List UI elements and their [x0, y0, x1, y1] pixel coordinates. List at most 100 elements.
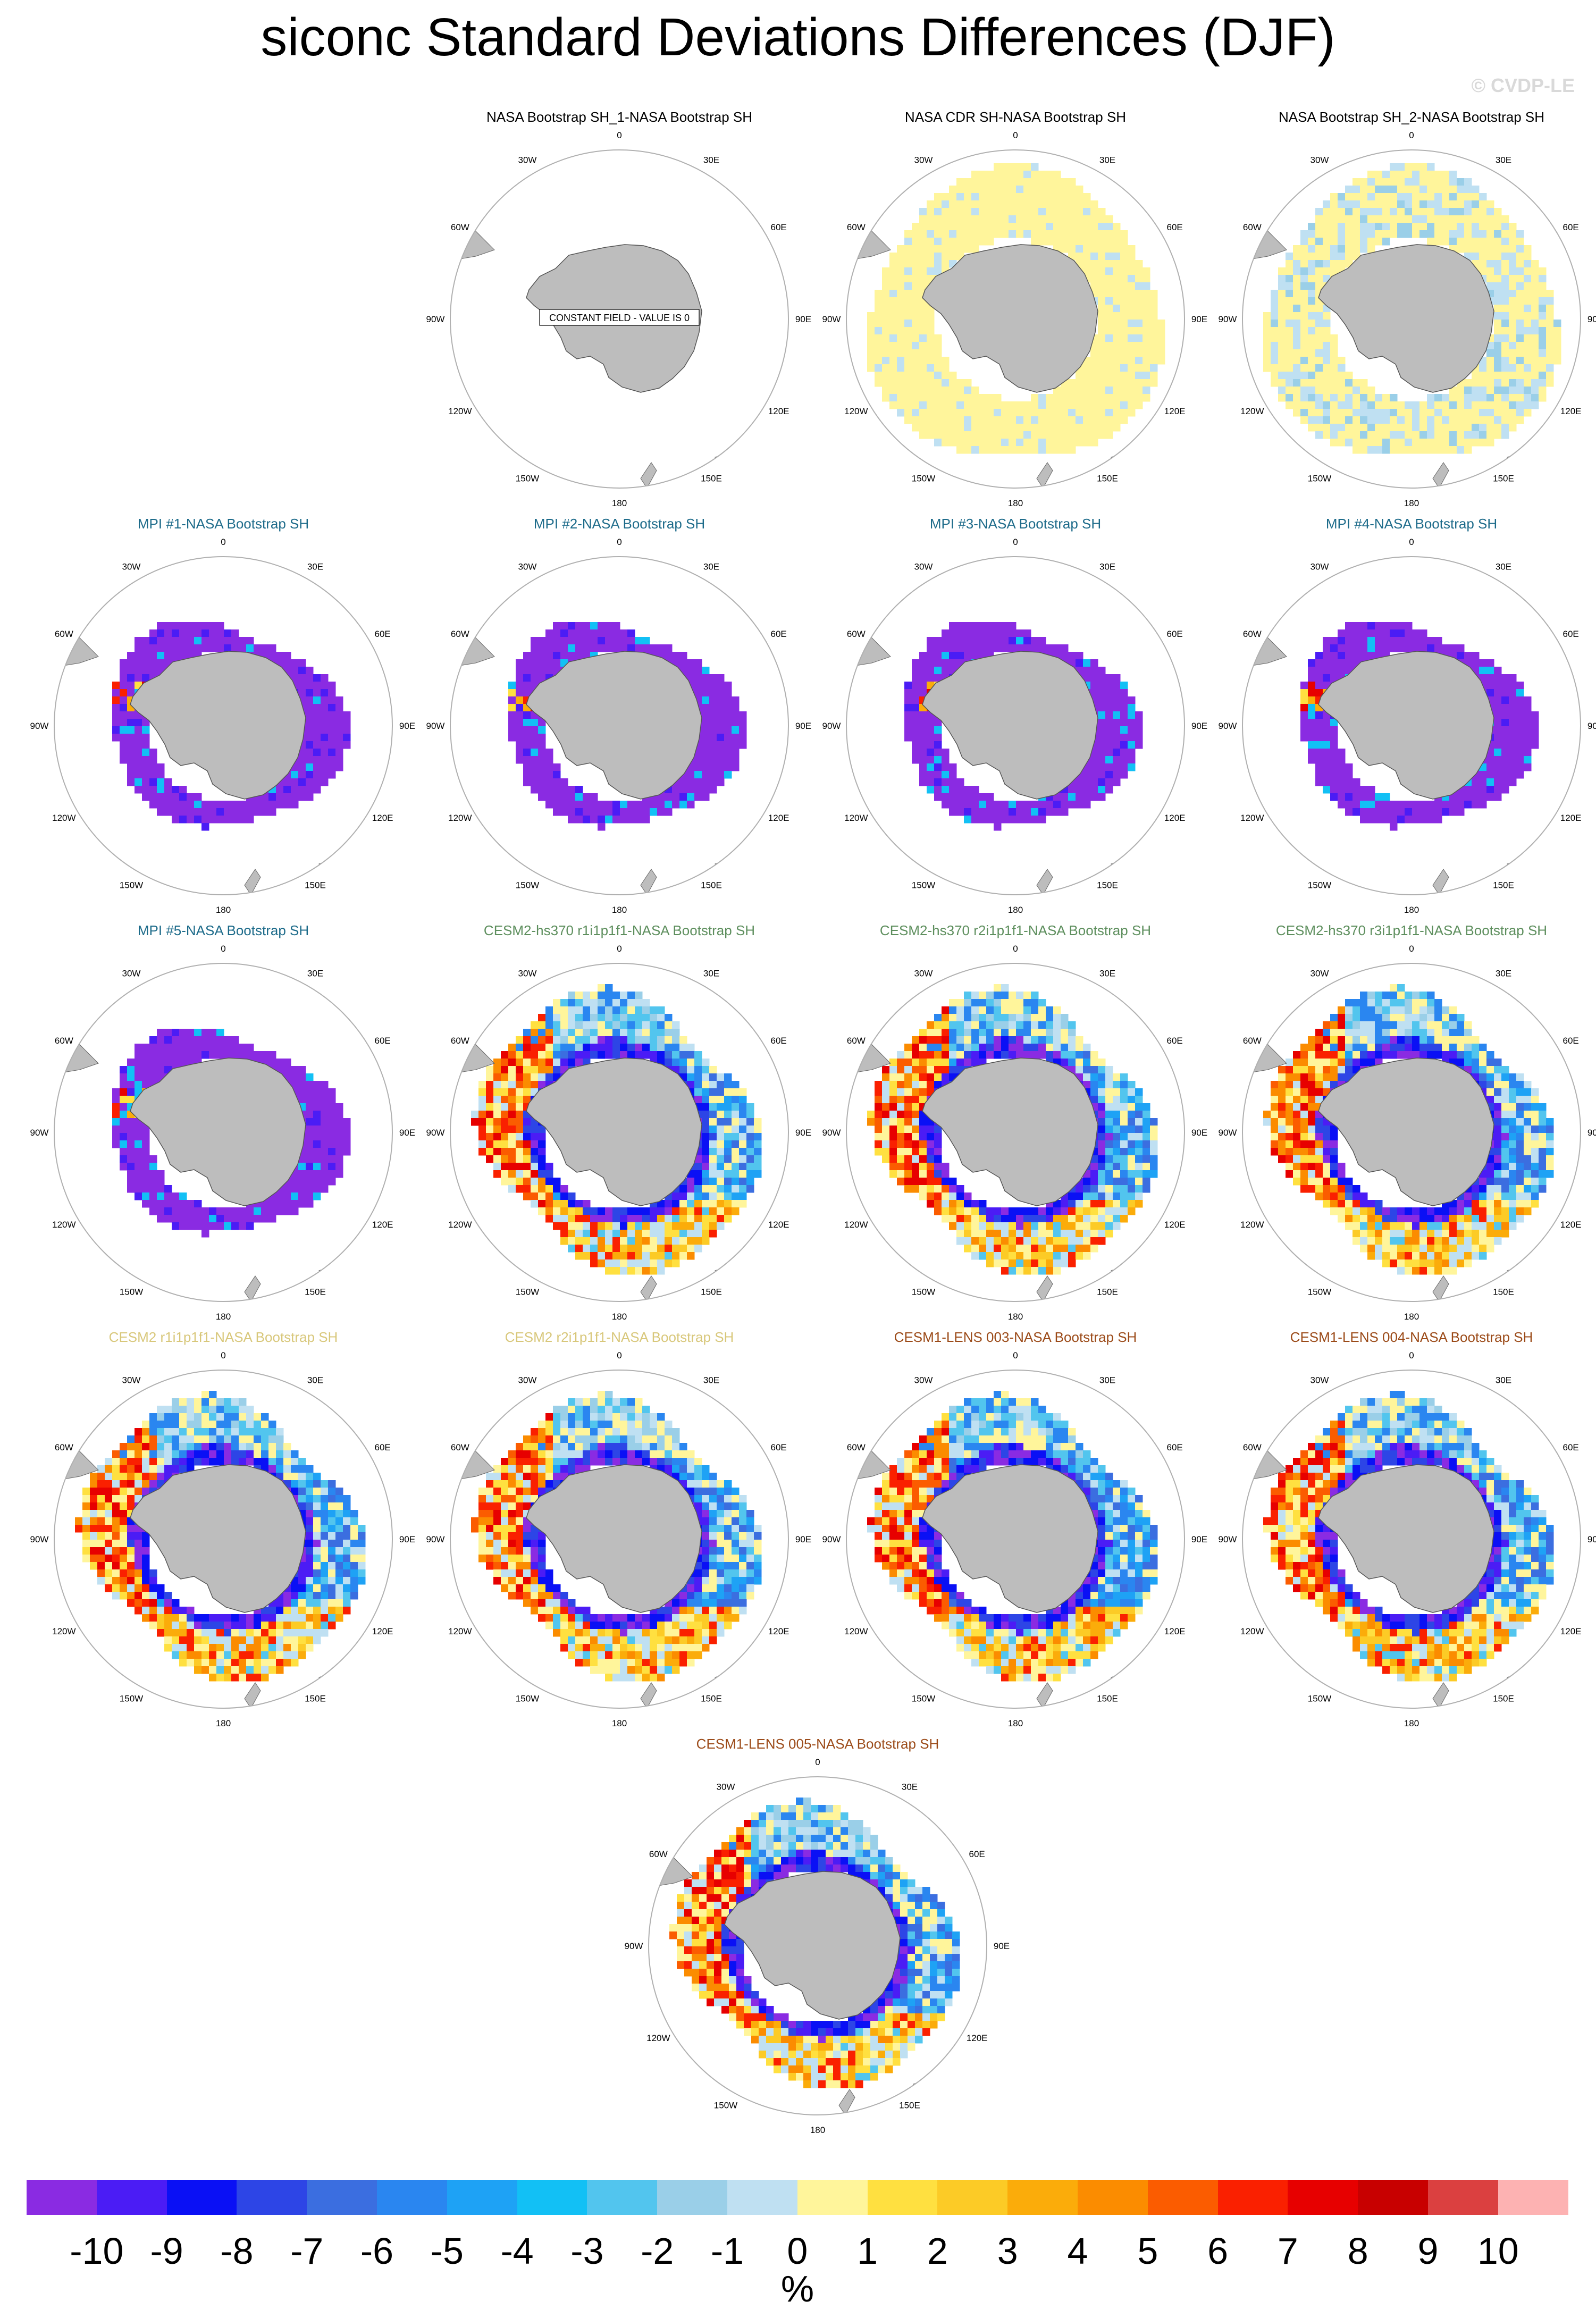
sea-ice-cell: [1293, 349, 1301, 357]
sea-ice-cell: [1083, 409, 1091, 417]
sea-ice-cell: [986, 1044, 994, 1052]
sea-ice-cell: [620, 992, 628, 1000]
sea-ice-cell: [875, 1140, 883, 1148]
sea-ice-cell: [516, 1163, 524, 1171]
sea-ice-cell: [627, 1259, 635, 1267]
sea-ice-cell: [650, 1044, 658, 1052]
sea-ice-cell: [612, 1245, 620, 1253]
sea-ice-cell: [889, 305, 897, 313]
sea-ice-cell: [194, 1215, 202, 1223]
sea-ice-cell: [239, 1044, 247, 1052]
sea-ice-cell: [531, 1178, 539, 1186]
sea-ice-cell: [328, 741, 336, 749]
sea-ice-cell: [956, 1014, 964, 1022]
sea-ice-cell: [1338, 364, 1346, 372]
sea-ice-cell: [135, 674, 142, 682]
sea-ice-cell: [867, 342, 875, 350]
sea-ice-cell: [120, 1163, 128, 1171]
sea-ice-cell: [164, 801, 172, 809]
sea-ice-cell: [1494, 387, 1502, 394]
sea-ice-cell: [1113, 312, 1121, 320]
sea-ice-cell: [1412, 801, 1420, 809]
sea-ice-cell: [702, 1163, 710, 1171]
sea-ice-cell: [1128, 1185, 1136, 1193]
sea-ice-cell: [1300, 726, 1308, 734]
sea-ice-cell: [478, 1140, 486, 1148]
sea-ice-cell: [1061, 186, 1069, 194]
sea-ice-cell: [283, 652, 291, 660]
sea-ice-cell: [1509, 778, 1517, 786]
sea-ice-cell: [904, 1170, 912, 1178]
sea-ice-cell: [994, 1215, 1002, 1223]
longitude-label: 60E: [1563, 222, 1579, 232]
sea-ice-cell: [1345, 431, 1353, 439]
sea-ice-cell: [956, 1192, 964, 1200]
sea-ice-cell: [149, 1155, 157, 1163]
sea-ice-cell: [508, 1185, 516, 1193]
sea-ice-cell: [949, 200, 957, 208]
sea-ice-cell: [1501, 749, 1509, 757]
sea-ice-cell: [1509, 424, 1517, 432]
sea-ice-cell: [942, 1036, 950, 1044]
sea-ice-cell: [904, 327, 912, 335]
sea-ice-cell: [531, 726, 539, 734]
sea-ice-cell: [612, 1222, 620, 1230]
sea-ice-cell: [493, 1059, 501, 1066]
sea-ice-cell: [1427, 178, 1435, 186]
sea-ice-cell: [1539, 297, 1547, 305]
sea-ice-cell: [1360, 193, 1368, 201]
sea-ice-cell: [298, 1200, 306, 1208]
sea-ice-cell: [516, 1088, 524, 1096]
sea-ice-cell: [1105, 726, 1113, 734]
sea-ice-cell: [919, 1051, 927, 1059]
sea-ice-cell: [1046, 439, 1054, 447]
sea-ice-cell: [1286, 305, 1293, 313]
sea-ice-cell: [1501, 719, 1509, 727]
sea-ice-cell: [516, 1178, 524, 1186]
sea-ice-cell: [1315, 342, 1323, 350]
sea-ice-cell: [1457, 431, 1465, 439]
sea-ice-cell: [694, 682, 702, 690]
sea-ice-cell: [545, 1170, 553, 1178]
sea-ice-cell: [209, 801, 217, 809]
sea-ice-cell: [508, 1081, 516, 1089]
sea-ice-cell: [1068, 1192, 1076, 1200]
sea-ice-cell: [568, 1044, 576, 1052]
sea-ice-cell: [1367, 801, 1375, 809]
sea-ice-cell: [1494, 238, 1502, 246]
sea-ice-cell: [956, 1044, 964, 1052]
sea-ice-cell: [1315, 424, 1323, 432]
sea-ice-cell: [1105, 238, 1113, 246]
sea-ice-cell: [1113, 416, 1121, 424]
sea-ice-cell: [942, 1029, 950, 1037]
sea-ice-cell: [1434, 238, 1442, 246]
sea-ice-cell: [732, 749, 740, 757]
sea-ice-cell: [620, 1245, 628, 1253]
sea-ice-cell: [1390, 446, 1398, 454]
sea-ice-cell: [1330, 763, 1338, 771]
longitude-label: 30W: [518, 968, 537, 978]
sea-ice-cell: [187, 1044, 195, 1052]
sea-ice-cell: [298, 763, 306, 771]
sea-ice-cell: [1009, 1036, 1017, 1044]
sea-ice-cell: [1308, 749, 1316, 757]
sea-ice-cell: [1434, 215, 1442, 223]
sea-ice-cell: [605, 999, 613, 1007]
sea-ice-cell: [1023, 1044, 1031, 1052]
sea-ice-cell: [904, 230, 912, 238]
sea-ice-cell: [702, 771, 710, 779]
sea-ice-cell: [268, 1200, 276, 1208]
sea-ice-cell: [942, 1163, 950, 1171]
sea-ice-cell: [919, 741, 927, 749]
sea-ice-cell: [1300, 696, 1308, 704]
sea-ice-cell: [209, 1215, 217, 1223]
sea-ice-cell: [1090, 1192, 1098, 1200]
sea-ice-cell: [1098, 275, 1106, 283]
sea-ice-cell: [1308, 297, 1316, 305]
sea-ice-cell: [1308, 704, 1316, 712]
sea-ice-cell: [709, 1163, 717, 1171]
longitude-label: 30E: [703, 155, 719, 165]
sea-ice-cell: [306, 734, 314, 742]
sea-ice-cell: [694, 786, 702, 794]
sea-ice-cell: [1293, 312, 1301, 320]
